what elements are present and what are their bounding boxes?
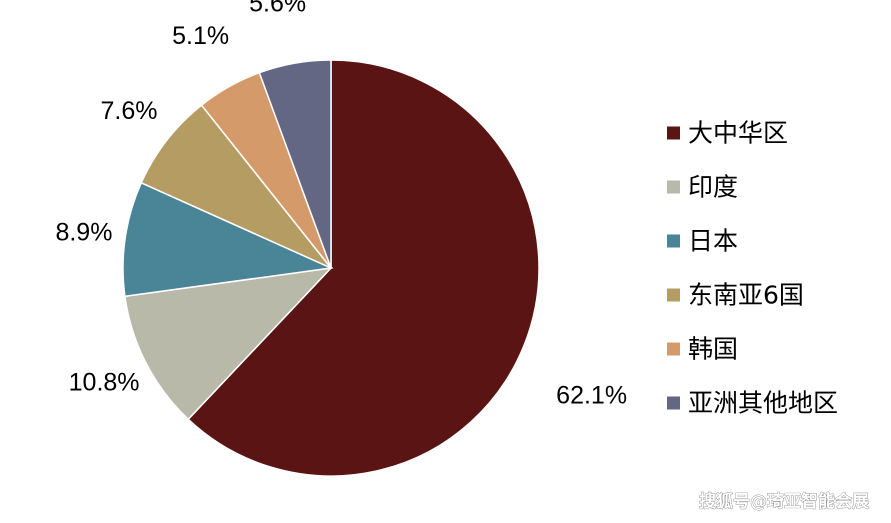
pie-slices: [122, 59, 540, 477]
pie-slice-3: [122, 181, 334, 298]
legend-label-6: 亚洲其他地区: [688, 389, 838, 418]
percent-label-2: 10.8%: [69, 368, 140, 396]
legend-label-3: 日本: [688, 227, 738, 256]
percent-label-6: 5.6%: [249, 0, 306, 18]
legend-label-1: 大中华区: [688, 119, 788, 148]
legend-swatch-6: [667, 396, 680, 410]
pie-slice-1: [187, 59, 540, 477]
pie-slice-6: [258, 59, 332, 269]
legend-label-5: 韩国: [688, 335, 738, 364]
legend-swatch-2: [667, 180, 680, 194]
percent-label-5: 5.1%: [172, 22, 229, 50]
pie-slice-4: [140, 104, 332, 269]
percent-label-3: 8.9%: [55, 218, 112, 246]
legend-label-2: 印度: [688, 173, 738, 202]
legend-swatch-5: [667, 342, 680, 356]
pie-slice-2: [124, 266, 334, 421]
legend-swatch-3: [667, 234, 680, 248]
percent-labels: 62.1% 10.8% 8.9% 7.6% 5.1% 5.6%: [55, 0, 627, 410]
percent-label-1: 62.1%: [556, 382, 627, 410]
legend-label-4: 东南亚6国: [688, 281, 804, 310]
watermark: 搜狐号@琦亚智能会展: [699, 491, 869, 512]
percent-label-4: 7.6%: [100, 97, 157, 125]
legend-swatch-4: [667, 288, 680, 302]
legend-swatch-1: [667, 126, 680, 140]
